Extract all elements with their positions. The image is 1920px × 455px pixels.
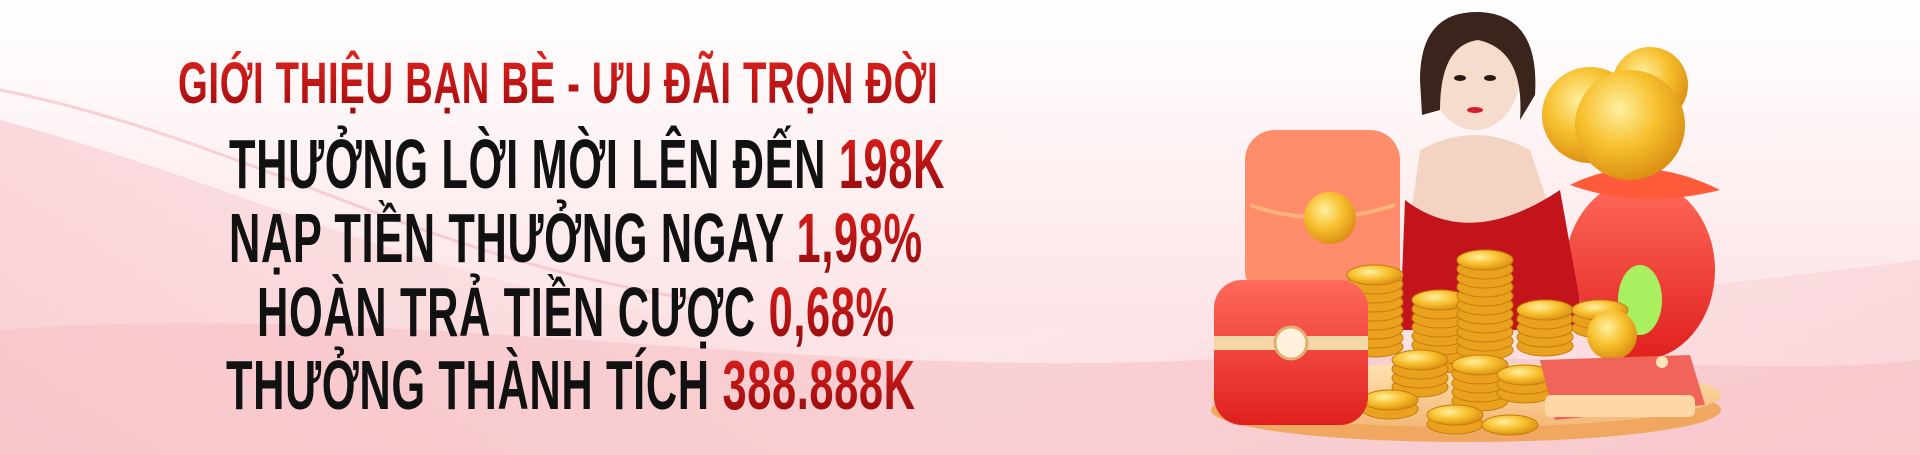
promo-rebate: HOÀN TRẢ TIỀN CƯỢC 0,68% (257, 272, 895, 352)
envelope-icon (1245, 130, 1400, 300)
promo-label: HOÀN TRẢ TIỀN CƯỢC (257, 273, 756, 351)
promo-deposit-bonus: NẠP TIỀN THƯỞNG NGAY 1,98% (229, 198, 923, 278)
promo-invite-bonus: THƯỞNG LỜI MỜI LÊN ĐẾN 198K (229, 124, 945, 204)
gold-coin (1426, 404, 1484, 426)
promo-label: THƯỞNG LỜI MỜI LÊN ĐẾN (229, 125, 827, 203)
treasure-chest-icon (1214, 280, 1368, 425)
gold-coin (1481, 414, 1539, 436)
gold-coin (1516, 299, 1574, 321)
gold-coin (1451, 354, 1509, 376)
promo-value: 388.888K (722, 346, 916, 424)
promo-label: NẠP TIỀN THƯỞNG NGAY (229, 199, 784, 277)
promo-value: 198K (838, 125, 946, 203)
gold-coin (1391, 349, 1449, 371)
headline: GIỚI THIỆU BẠN BÈ - ƯU ĐÃI TRỌN ĐỜI (178, 51, 939, 116)
gold-coin (1456, 249, 1514, 271)
promo-value: 1,98% (796, 199, 923, 277)
gold-coin (1346, 264, 1404, 286)
gold-coin (1361, 389, 1419, 411)
wallet-icon (1540, 310, 1705, 420)
promo-achievement: THƯỞNG THÀNH TÍCH 388.888K (226, 345, 916, 425)
promo-label: THƯỞNG THÀNH TÍCH (226, 346, 710, 424)
promo-value: 0,68% (768, 273, 895, 351)
